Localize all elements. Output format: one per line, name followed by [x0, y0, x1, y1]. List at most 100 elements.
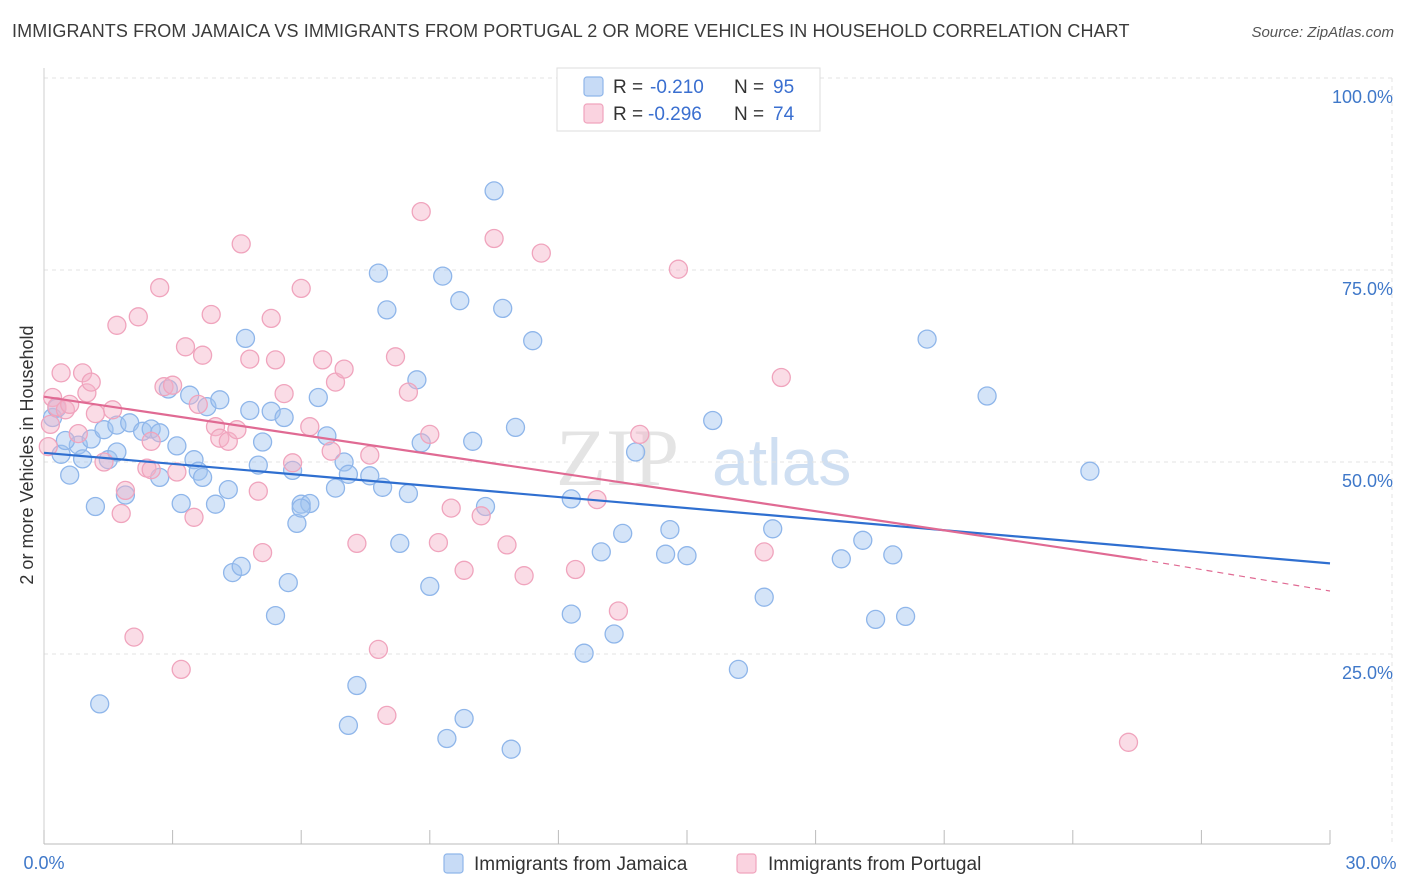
jamaica-point-25 [210, 390, 230, 410]
jamaica-point-47 [338, 715, 359, 736]
jamaica-point-9 [107, 442, 127, 462]
bottom-legend-swatch-portugal [736, 853, 757, 874]
legend-r-label-portugal: R = [613, 104, 643, 125]
chart-title: IMMIGRANTS FROM JAMAICA VS IMMIGRANTS FR… [12, 21, 1130, 41]
portugal-point-58 [471, 506, 491, 526]
legend-n-label-portugal: N = [734, 104, 764, 125]
y-tick-label-75: 75.0% [1342, 279, 1393, 299]
jamaica-point-86 [895, 606, 916, 627]
jamaica-point-53 [398, 483, 419, 504]
jamaica-point-41 [308, 387, 328, 408]
portugal-point-15 [124, 627, 144, 647]
jamaica-point-94 [291, 498, 311, 518]
portugal-point-6 [68, 423, 88, 444]
y-axis-title: 2 or more Vehicles in Household [17, 325, 37, 584]
legend-n-value-jamaica: 95 [773, 77, 794, 98]
jamaica-point-74 [625, 442, 646, 462]
bottom-legend-label-jamaica: Immigrants from Jamaica [474, 854, 688, 875]
jamaica-point-79 [728, 659, 749, 680]
jamaica-point-17 [167, 436, 187, 456]
jamaica-point-32 [252, 432, 273, 452]
portugal-point-28 [201, 304, 221, 325]
legend-n-value-portugal: 74 [773, 104, 795, 125]
portugal-point-13 [111, 503, 131, 524]
portugal-point-66 [630, 424, 650, 445]
jamaica-point-88 [977, 386, 997, 406]
jamaica-point-62 [475, 496, 496, 517]
jamaica-point-92 [90, 694, 110, 714]
jamaica-point-63 [484, 181, 504, 201]
portugal-point-51 [385, 347, 406, 367]
bottom-legend-swatch-jamaica [443, 853, 464, 874]
portugal-point-56 [441, 498, 461, 518]
jamaica-point-38 [287, 513, 307, 534]
jamaica-point-31 [248, 455, 268, 475]
portugal-point-65 [608, 601, 629, 621]
portugal-point-42 [300, 417, 320, 437]
portugal-point-63 [565, 559, 586, 580]
jamaica-point-58 [437, 728, 457, 749]
legend-swatch-jamaica [583, 76, 604, 97]
portugal-point-21 [162, 375, 183, 395]
jamaica-point-65 [501, 739, 521, 759]
bottom-legend-label-portugal: Immigrants from Portugal [768, 854, 981, 875]
jamaica-point-64 [493, 298, 513, 319]
portugal-point-14 [115, 480, 136, 501]
jamaica-point-80 [754, 587, 774, 607]
jamaica-point-2 [60, 465, 80, 485]
jamaica-point-75 [655, 544, 676, 564]
series-jamaica-points [42, 181, 1100, 759]
legend-r-value-portugal: -0.296 [648, 104, 702, 125]
portugal-point-0 [38, 436, 58, 457]
portugal-point-54 [420, 424, 440, 445]
portugal-point-33 [231, 234, 251, 254]
portugal-point-69 [771, 367, 791, 388]
portugal-point-44 [321, 441, 341, 461]
portugal-point-57 [454, 560, 474, 580]
y-tick-label-50: 50.0% [1342, 471, 1393, 491]
portugal-point-16 [128, 307, 148, 327]
trend-lines [43, 395, 1331, 592]
jamaica-point-61 [463, 431, 483, 451]
jamaica-point-46 [347, 675, 367, 696]
jamaica-point-89 [1080, 461, 1100, 481]
jamaica-point-69 [561, 604, 581, 624]
portugal-point-68 [754, 542, 774, 562]
portugal-point-46 [334, 359, 354, 379]
portugal-point-70 [1118, 732, 1139, 752]
portugal-trend-extrapolation [1141, 558, 1331, 592]
portugal-point-48 [360, 445, 380, 465]
jamaica-point-87 [917, 329, 937, 349]
portugal-point-37 [261, 308, 281, 329]
jamaica-point-34 [265, 605, 286, 626]
jamaica-point-59 [450, 291, 470, 311]
portugal-point-25 [184, 507, 204, 527]
portugal-point-23 [171, 659, 191, 680]
portugal-point-59 [484, 228, 504, 249]
watermark-zip: ZIP [556, 412, 679, 503]
jamaica-point-18 [171, 493, 191, 514]
jamaica-point-36 [278, 572, 298, 593]
portugal-point-3 [51, 363, 71, 383]
portugal-point-27 [192, 345, 213, 365]
portugal-point-11 [102, 400, 123, 420]
portugal-trend-line [43, 395, 1142, 561]
portugal-point-49 [368, 639, 389, 660]
legend-r-value-jamaica: -0.210 [650, 77, 704, 98]
portugal-point-71 [40, 414, 61, 435]
portugal-point-47 [347, 533, 367, 554]
jamaica-point-24 [205, 494, 226, 514]
legend-r-label-jamaica: R = [613, 77, 643, 98]
portugal-point-62 [531, 243, 551, 263]
jamaica-point-71 [591, 542, 611, 562]
jamaica-point-73 [613, 523, 633, 544]
watermark: ZIP atlas [556, 412, 851, 503]
portugal-point-50 [377, 705, 397, 726]
jamaica-point-85 [883, 545, 903, 565]
jamaica-point-72 [604, 624, 624, 644]
jamaica-point-76 [660, 519, 680, 540]
portugal-point-73 [141, 460, 161, 480]
jamaica-point-12 [115, 485, 136, 505]
jamaica-point-30 [240, 400, 260, 421]
